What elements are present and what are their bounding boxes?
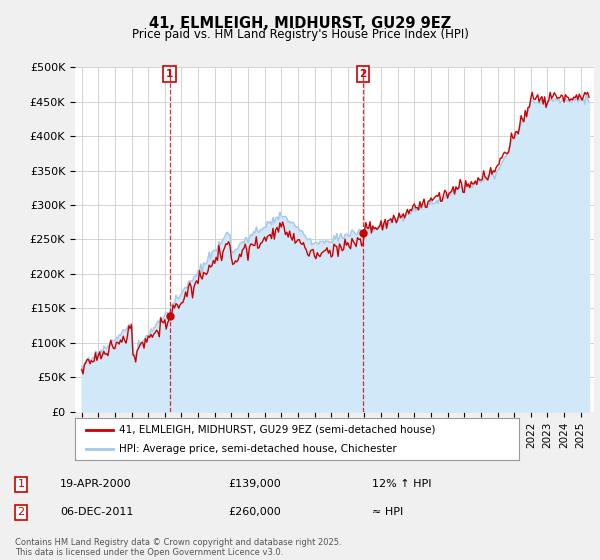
Text: 41, ELMLEIGH, MIDHURST, GU29 9EZ: 41, ELMLEIGH, MIDHURST, GU29 9EZ [149, 16, 451, 31]
Text: 1: 1 [17, 479, 25, 489]
Text: Price paid vs. HM Land Registry's House Price Index (HPI): Price paid vs. HM Land Registry's House … [131, 28, 469, 41]
Text: 19-APR-2000: 19-APR-2000 [60, 479, 131, 489]
Text: 41, ELMLEIGH, MIDHURST, GU29 9EZ (semi-detached house): 41, ELMLEIGH, MIDHURST, GU29 9EZ (semi-d… [119, 424, 436, 435]
Text: £260,000: £260,000 [228, 507, 281, 517]
Text: £139,000: £139,000 [228, 479, 281, 489]
Text: 06-DEC-2011: 06-DEC-2011 [60, 507, 133, 517]
Text: HPI: Average price, semi-detached house, Chichester: HPI: Average price, semi-detached house,… [119, 444, 397, 454]
Text: 2: 2 [17, 507, 25, 517]
Text: 2: 2 [359, 69, 367, 79]
Text: ≈ HPI: ≈ HPI [372, 507, 403, 517]
Text: 12% ↑ HPI: 12% ↑ HPI [372, 479, 431, 489]
Text: 1: 1 [166, 69, 173, 79]
Text: Contains HM Land Registry data © Crown copyright and database right 2025.
This d: Contains HM Land Registry data © Crown c… [15, 538, 341, 557]
